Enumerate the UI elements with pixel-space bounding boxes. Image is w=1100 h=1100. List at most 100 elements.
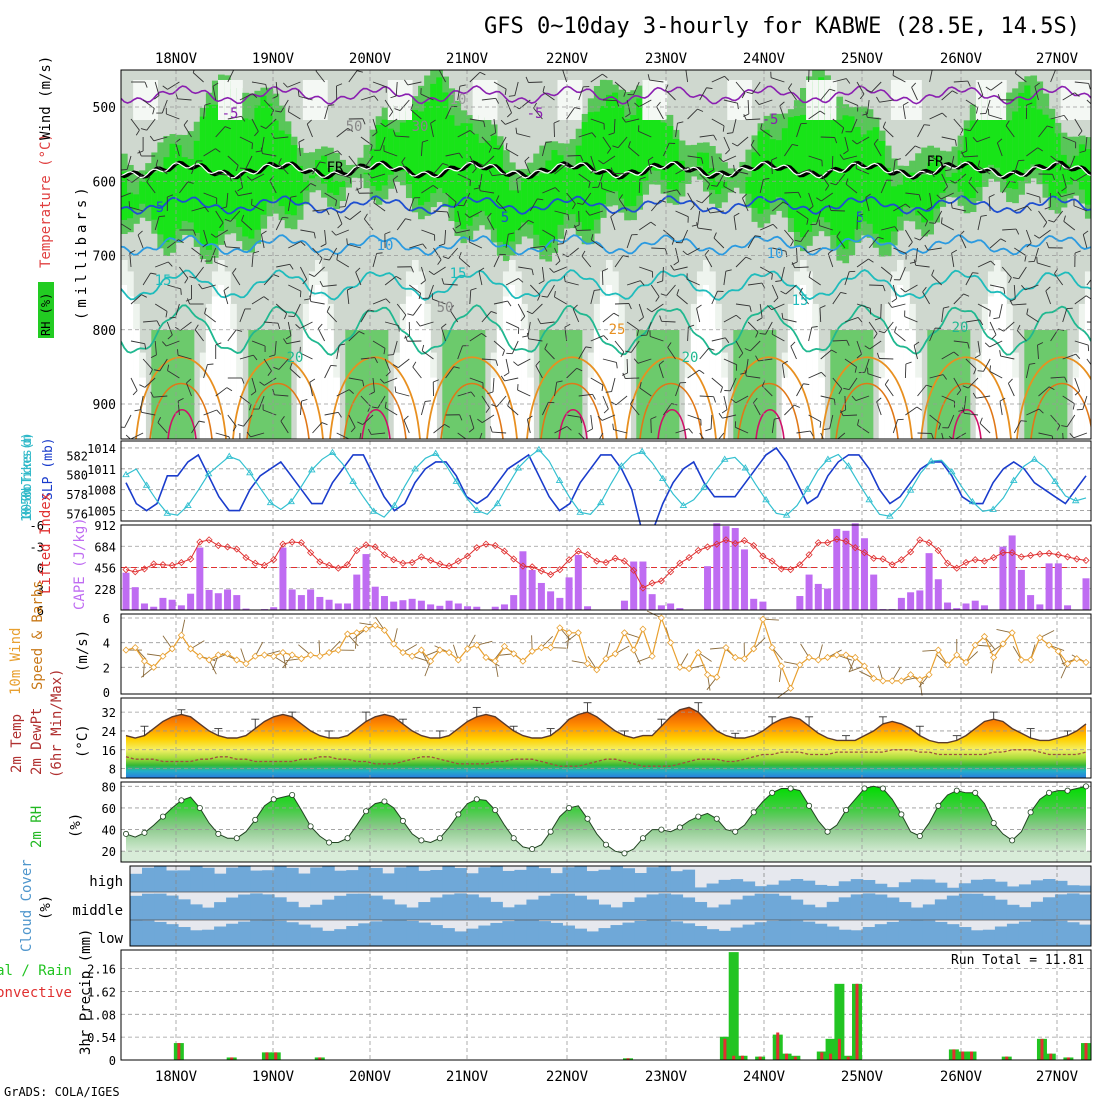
wind-barb-feather (232, 425, 237, 432)
rh-upper-dry (315, 80, 322, 120)
wind-barb-feather (220, 206, 227, 210)
wind-barb-shaft (808, 327, 813, 342)
temp2m-area (126, 707, 1086, 778)
wind-barb-feather (313, 232, 316, 239)
wind-barb-feather (1046, 241, 1050, 248)
wind-barb-shaft (433, 163, 444, 175)
lifted-index-marker (907, 548, 915, 556)
wind-barb-shaft (1062, 136, 1076, 143)
wind-barb-shaft (735, 395, 749, 404)
rh-band-high (818, 77, 825, 218)
pressure-tick-label: 800 (93, 324, 116, 339)
wind-barb-feather (628, 303, 632, 310)
wind-barb-shaft (941, 90, 953, 101)
rh-dry-core (527, 377, 534, 439)
wind-barb-shaft (1053, 210, 1064, 223)
wind10m-marker (999, 640, 1007, 648)
wind-barb-shaft (204, 313, 216, 323)
wind-barb-feather (767, 305, 772, 311)
wind-barb-shaft (299, 266, 308, 280)
rh-dry-core (994, 285, 1001, 439)
wind-barb-shaft (819, 225, 833, 231)
wind-barb-feather (735, 314, 742, 320)
cloud-fill-step (958, 927, 972, 946)
cloud-fill-step (886, 921, 900, 946)
wind-barb-feather (515, 127, 518, 134)
cloud-fill-step (598, 904, 611, 920)
wind-barb-shaft (364, 218, 374, 231)
wind-barb-feather (488, 146, 493, 153)
wind-barb-feather (1046, 125, 1053, 129)
wind10m-marker (694, 648, 702, 657)
thickness-marker (514, 464, 523, 471)
wind10m-marker (1073, 655, 1081, 663)
wind10m-marker (796, 661, 804, 669)
temp2m-lines (125, 702, 1087, 767)
rh-dry-core (399, 328, 407, 439)
wind-barb-shaft (1066, 414, 1076, 427)
wind-barb-shaft (819, 307, 822, 323)
wind-barb-feather (202, 243, 208, 248)
cloud-fill-step (454, 931, 467, 946)
cape-bar (1082, 578, 1090, 610)
cape-bar (205, 589, 213, 610)
wind-barb-feather (771, 328, 774, 335)
wind-barb-feather (137, 230, 143, 236)
wind-barb-feather (339, 206, 346, 208)
cloud-fill-step (754, 922, 768, 946)
cloud-fill-step (922, 920, 936, 946)
wind-barb-shaft (215, 432, 230, 438)
wind-barb-shaft (203, 364, 208, 379)
cloud-fill-step (154, 866, 167, 892)
rh-band-high (969, 120, 977, 199)
precip-total-bar (728, 952, 739, 1060)
wind-barb-feather (650, 416, 657, 420)
wind-barb-feather (623, 90, 627, 97)
wind-barb-shaft (355, 271, 362, 286)
wind-barb-feather (882, 121, 886, 128)
wind-barb-feather (226, 387, 233, 392)
wind-barb-shaft (856, 340, 862, 355)
rh-dry-core (684, 377, 692, 439)
wind-barb-shaft (676, 294, 688, 305)
wind-barb-feather (839, 154, 844, 160)
wind-barb-feather (412, 361, 417, 368)
precip-tick-label: 0 (109, 1054, 116, 1068)
wind-barb-shaft (953, 340, 968, 344)
cloud-fill-step (538, 895, 551, 920)
cloud-fill-step (958, 893, 972, 920)
wind-barb-feather (625, 350, 632, 353)
rh-upper-dry (1060, 80, 1068, 120)
precip-convective-bar (1049, 1053, 1053, 1060)
rh-moist-low (939, 330, 947, 439)
wind-barb-feather (840, 291, 847, 295)
rh-band-high (424, 101, 431, 202)
wind10m-marker (814, 656, 822, 664)
rh2m-marker (326, 839, 333, 846)
wind-barb-shaft (989, 340, 1003, 348)
wind-barb-feather (392, 175, 399, 180)
contour-label: 5 (156, 200, 164, 216)
wind10m-barb (935, 653, 948, 666)
rh2m-tick-label: 80 (102, 780, 116, 794)
wind-barb-feather (941, 112, 947, 118)
wind-barb-shaft (372, 340, 386, 349)
wind-barb-shaft (251, 173, 265, 181)
wind-barb-feather (154, 95, 160, 100)
cloud-fill-step (1018, 921, 1032, 946)
precip-convective-bar (1040, 1038, 1044, 1060)
wind-barb-feather (759, 332, 766, 335)
rh-dry-core (1084, 296, 1091, 439)
cloud-fill-step (646, 920, 660, 946)
wind-barb-shaft (808, 192, 814, 207)
cloud-fill-step (346, 870, 359, 892)
rh-dry-core (1006, 328, 1013, 439)
rh-band-high (454, 125, 462, 222)
wind-barb-shaft (917, 210, 928, 222)
rh-dry-core (781, 377, 789, 439)
wind-barb-shaft (614, 340, 625, 353)
thickness-marker (700, 483, 708, 490)
wind-barb-shaft (880, 179, 888, 194)
lifted-index-marker (750, 541, 758, 550)
rh2m-tick-label: 60 (102, 802, 116, 816)
